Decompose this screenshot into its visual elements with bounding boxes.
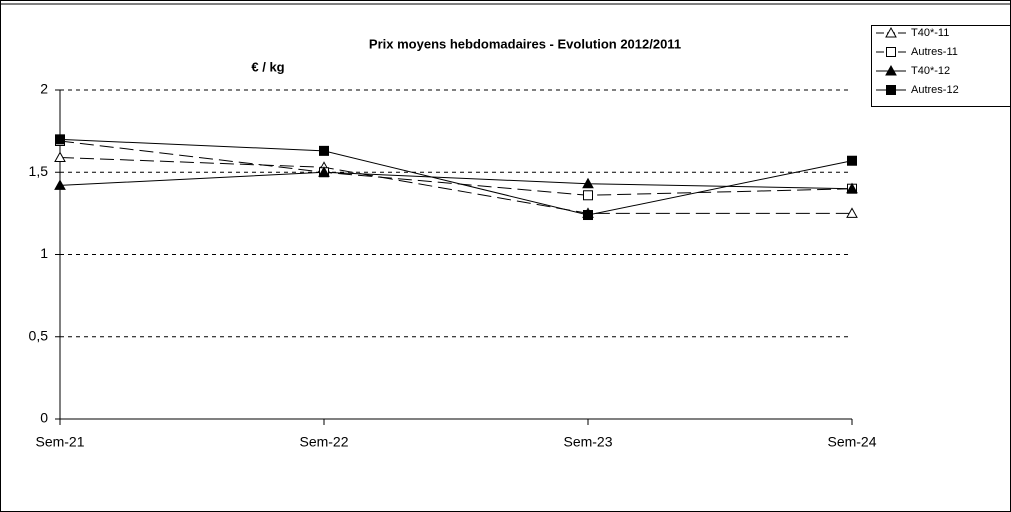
x-tick-label: Sem-21 (35, 434, 84, 450)
marker (583, 210, 593, 221)
series-line (59, 140, 853, 196)
marker (847, 155, 857, 166)
y-tick-label: 1,5 (29, 163, 49, 179)
y-tick-label: 2 (40, 81, 48, 97)
marker (885, 26, 897, 38)
y-axis-label: € / kg (251, 59, 284, 74)
series-line (59, 156, 852, 214)
x-tick-label: Sem-23 (563, 434, 612, 450)
x-tick-label: Sem-22 (299, 434, 348, 450)
marker (885, 64, 897, 76)
marker (319, 145, 329, 156)
x-tick-label: Sem-24 (827, 434, 876, 450)
marker (54, 179, 66, 190)
legend-label: T40*-12 (911, 65, 950, 77)
series-line (59, 171, 853, 190)
legend-label: T40*-11 (911, 27, 949, 39)
y-tick-label: 0 (40, 410, 48, 426)
legend-label: Autres-12 (911, 84, 959, 96)
marker (846, 207, 858, 218)
marker (54, 151, 66, 162)
marker (886, 85, 896, 95)
marker (583, 190, 593, 201)
marker (55, 134, 65, 145)
chart-title: Prix moyens hebdomadaires - Evolution 20… (369, 36, 681, 51)
marker (582, 177, 594, 189)
marker (846, 182, 858, 194)
y-tick-label: 0,5 (29, 327, 49, 343)
marker (886, 47, 896, 57)
y-tick-label: 1 (40, 245, 48, 261)
legend: T40*-11 Autres-11 T40*-12 Autres-12 (876, 27, 959, 96)
legend-label: Autres-11 (911, 46, 958, 58)
marker (318, 166, 330, 177)
series-line (59, 138, 853, 216)
